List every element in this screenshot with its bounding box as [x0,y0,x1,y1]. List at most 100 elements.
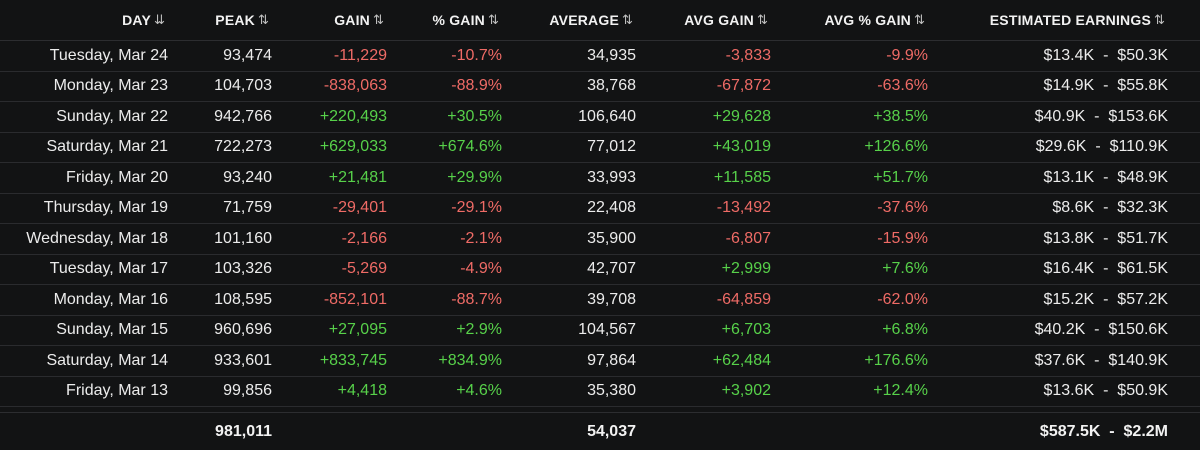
cell-average: 104,567 [578,321,636,339]
cell-day: Friday, Mar 13 [66,382,168,400]
table-row[interactable]: Saturday, Mar 21 722,273 +629,033 +674.6% 77… [0,133,1200,163]
cell-gain: +833,745 [319,351,387,369]
column-header-day[interactable]: DAY ⇊ [0,12,168,28]
sort-toggle-icon[interactable]: ⇅ [914,12,926,27]
cell-day: Wednesday, Mar 18 [26,229,168,247]
column-header-average[interactable]: AVERAGE ⇅ [502,12,636,28]
cell-average: 77,012 [587,138,636,156]
cell-avg-pct-gain: +176.6% [864,351,928,369]
cell-avg-pct-gain: -62.0% [877,290,928,308]
table-row[interactable]: Thursday, Mar 19 71,759 -29,401 -29.1% 22,40… [0,194,1200,224]
cell-avg-pct-gain: -15.9% [877,229,928,247]
cell-peak: 108,595 [214,290,272,308]
column-header-pct-gain[interactable]: % GAIN ⇅ [387,12,502,28]
cell-avg-gain: +29,628 [712,107,771,125]
cell-gain: +4,418 [337,382,387,400]
cell-avg-gain: +11,585 [713,168,771,186]
cell-peak: 103,326 [214,260,272,278]
cell-estimated-earnings: $40.2K - $150.6K [1034,321,1168,339]
cell-peak: 933,601 [214,351,272,369]
table-row[interactable]: Monday, Mar 23 104,703 -838,063 -88.9% 38,76… [0,72,1200,102]
table-row[interactable]: Sunday, Mar 15 960,696 +27,095 +2.9% 104,567… [0,316,1200,346]
cell-average: 38,768 [587,77,636,95]
cell-pct-gain: -88.9% [451,77,502,95]
cell-estimated-earnings: $16.4K - $61.5K [1043,260,1168,278]
cell-pct-gain: +2.9% [456,321,502,339]
cell-day: Sunday, Mar 15 [56,321,168,339]
cell-pct-gain: -2.1% [460,229,502,247]
sort-toggle-icon[interactable]: ⇅ [373,12,385,27]
cell-peak: 942,766 [214,107,272,125]
cell-day: Tuesday, Mar 17 [49,260,168,278]
cell-avg-gain: +6,703 [721,321,771,339]
cell-avg-pct-gain: +126.6% [864,138,928,156]
cell-gain: -838,063 [323,77,387,95]
cell-estimated-earnings: $14.9K - $55.8K [1043,77,1168,95]
sort-toggle-icon[interactable]: ⇅ [258,12,270,27]
cell-average: 35,380 [587,382,636,400]
sort-toggle-icon[interactable]: ⇅ [622,12,634,27]
cell-pct-gain: +29.9% [447,168,502,186]
cell-pct-gain: +834.9% [438,351,502,369]
table-row[interactable]: Saturday, Mar 14 933,601 +833,745 +834.9% 97… [0,346,1200,377]
cell-gain: -852,101 [323,290,387,308]
cell-peak: 93,240 [223,168,272,186]
cell-peak: 99,856 [223,382,272,400]
cell-gain: +220,493 [319,107,387,125]
cell-gain: -11,229 [333,46,387,64]
cell-day: Thursday, Mar 19 [43,199,168,217]
column-header-peak[interactable]: PEAK ⇅ [168,12,272,28]
table-footer-totals: 981,011 54,037 $587.5K - $2.2M [0,412,1200,450]
cell-day: Monday, Mar 23 [53,77,168,95]
table-row[interactable]: Friday, Mar 13 99,856 +4,418 +4.6% 35,380 +3,… [0,377,1200,407]
cell-gain: +21,481 [328,168,387,186]
cell-avg-gain: -3,833 [725,46,771,64]
cell-avg-gain: +2,999 [721,260,771,278]
cell-gain: -2,166 [341,229,387,247]
cell-gain: +629,033 [319,138,387,156]
cell-avg-pct-gain: +38.5% [873,107,928,125]
sort-descending-icon[interactable]: ⇊ [154,12,166,27]
cell-day: Tuesday, Mar 24 [49,46,168,64]
table-body[interactable]: Tuesday, Mar 24 93,474 -11,229 -10.7% 34,935… [0,41,1200,412]
cell-estimated-earnings: $40.9K - $153.6K [1034,107,1168,125]
cell-average: 39,708 [587,290,636,308]
table-row[interactable]: Monday, Mar 16 108,595 -852,101 -88.7% 39,70… [0,285,1200,316]
cell-peak: 93,474 [223,46,272,64]
table-row[interactable]: Friday, Mar 20 93,240 +21,481 +29.9% 33,993 +… [0,163,1200,194]
footer-earnings-total: $587.5K - $2.2M [1039,423,1168,440]
cell-day: Friday, Mar 20 [66,168,168,186]
sort-toggle-icon[interactable]: ⇅ [757,12,769,27]
cell-avg-gain: -13,492 [716,199,771,217]
cell-average: 42,707 [587,260,636,278]
cell-average: 97,864 [587,351,636,369]
cell-avg-gain: -67,872 [716,77,771,95]
sort-toggle-icon[interactable]: ⇅ [488,12,500,27]
cell-pct-gain: -4.9% [460,260,502,278]
table-row[interactable]: Wednesday, Mar 18 101,160 -2,166 -2.1% 35,90… [0,224,1200,255]
footer-average-total: 54,037 [587,423,636,440]
cell-pct-gain: -88.7% [451,290,502,308]
column-header-estimated-earnings[interactable]: ESTIMATED EARNINGS ⇅ [928,12,1186,28]
column-header-avg-gain[interactable]: AVG GAIN ⇅ [636,12,771,28]
sort-toggle-icon[interactable]: ⇅ [1154,12,1166,27]
table-row[interactable]: Tuesday, Mar 24 93,474 -11,229 -10.7% 34,935… [0,41,1200,72]
cell-avg-pct-gain: -9.9% [886,46,928,64]
column-header-avg-pct-gain[interactable]: AVG % GAIN ⇅ [771,12,928,28]
cell-estimated-earnings: $13.1K - $48.9K [1043,168,1168,186]
cell-avg-pct-gain: -37.6% [877,199,928,217]
cell-estimated-earnings: $8.6K - $32.3K [1052,199,1168,217]
table-row[interactable]: Tuesday, Mar 17 103,326 -5,269 -4.9% 42,707 +… [0,255,1200,285]
column-header-gain[interactable]: GAIN ⇅ [272,12,387,28]
cell-avg-pct-gain: +12.4% [873,382,928,400]
footer-peak-total: 981,011 [215,423,272,440]
cell-estimated-earnings: $13.8K - $51.7K [1043,229,1168,247]
cell-average: 35,900 [587,229,636,247]
table-row[interactable]: Sunday, Mar 22 942,766 +220,493 +30.5% 106,6… [0,102,1200,133]
cell-pct-gain: +4.6% [456,382,502,400]
cell-gain: +27,095 [328,321,387,339]
cell-peak: 104,703 [214,77,272,95]
cell-avg-gain: +43,019 [712,138,771,156]
cell-gain: -29,401 [332,199,387,217]
cell-peak: 101,160 [214,229,272,247]
